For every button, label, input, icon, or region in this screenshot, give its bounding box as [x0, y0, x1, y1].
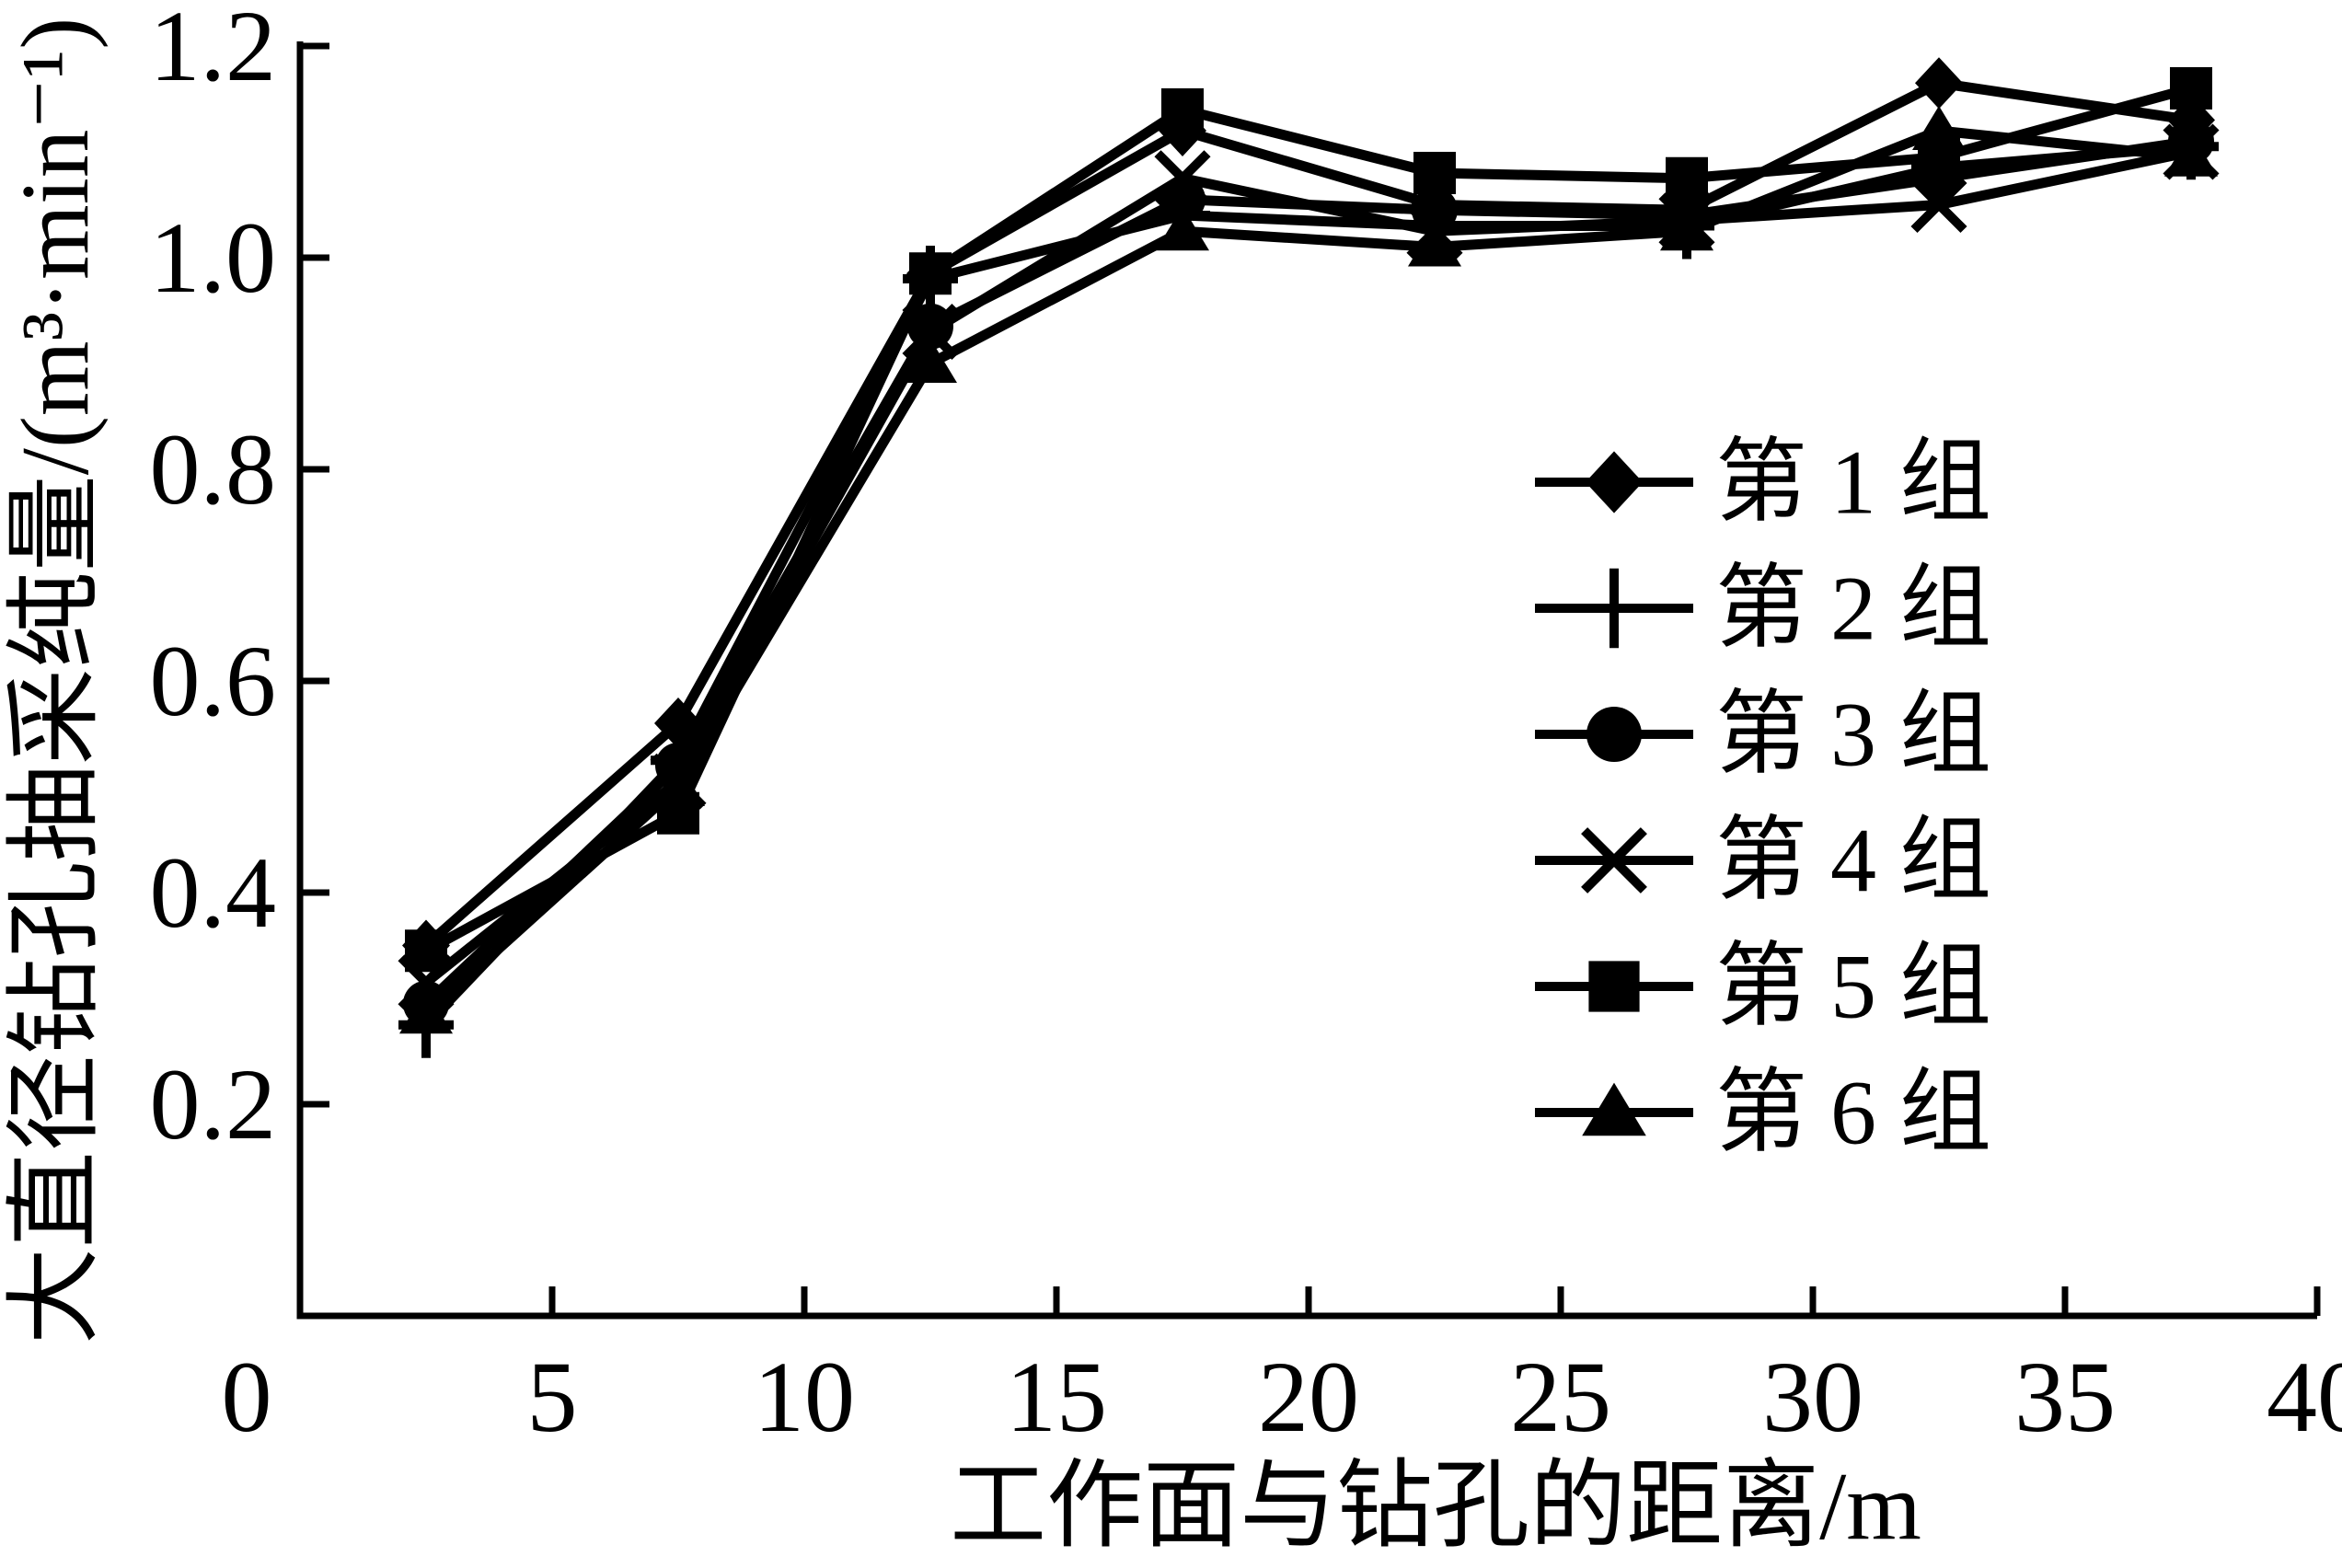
- legend-item-1-diamond-marker: [1585, 451, 1644, 513]
- legend-item-2-plus-marker: [1581, 568, 1647, 649]
- x-tick-label-40: 40: [2267, 1341, 2342, 1453]
- legend-item-3-label: 第 3 组: [1715, 684, 1991, 786]
- legend-item-4-cross-marker: [1581, 827, 1647, 894]
- series-5-square-marker: [909, 252, 952, 295]
- series-6-triangle-marker: [399, 989, 453, 1034]
- y-tick-label-1.0: 1.0: [150, 202, 277, 314]
- series-6-triangle-marker: [904, 339, 957, 383]
- series-6-line: [422, 125, 2192, 1019]
- x-tick-label-25: 25: [1510, 1341, 1611, 1453]
- legend-item-1-label: 第 1 组: [1715, 432, 1991, 534]
- series-1-diamond-marker: [654, 698, 702, 749]
- legend-item-5-square-marker: [1588, 961, 1640, 1012]
- x-tick-label-20: 20: [1258, 1341, 1359, 1453]
- series-2-line: [422, 141, 2192, 1029]
- x-tick-label-35: 35: [2014, 1341, 2116, 1453]
- legend-item-3-circle-marker: [1586, 707, 1642, 762]
- x-tick-label-10: 10: [754, 1341, 855, 1453]
- series-6-triangle-marker: [1408, 222, 1461, 267]
- y-tick-label-1.2: 1.2: [150, 0, 277, 102]
- series-5-square-marker: [405, 929, 447, 973]
- series-1-diamond-marker: [1915, 57, 1963, 110]
- x-tick-label-30: 30: [1762, 1341, 1863, 1453]
- legend-item-6-triangle-marker: [1582, 1082, 1646, 1136]
- x-axis-title: 工作面与钻孔的距离/m: [950, 1452, 1921, 1560]
- series-4-cross-marker: [1910, 176, 1967, 234]
- series-4-cross-marker: [1154, 150, 1211, 207]
- series-5-square-marker: [1413, 152, 1456, 194]
- series-6-triangle-marker: [2164, 132, 2218, 177]
- series-5-square-marker: [2170, 67, 2212, 110]
- y-tick-label-0.6: 0.6: [150, 625, 277, 737]
- legend-item-5-label: 第 5 组: [1715, 936, 1991, 1038]
- legend-item-4-label: 第 4 组: [1715, 810, 1991, 912]
- x-tick-label-0: 0: [222, 1341, 272, 1453]
- legend-item-2-label: 第 2 组: [1715, 558, 1991, 660]
- x-tick-label-15: 15: [1006, 1341, 1107, 1453]
- series-6-triangle-marker: [652, 762, 705, 806]
- series-5-square-marker: [1666, 156, 1708, 200]
- series-1-line: [422, 77, 2192, 950]
- y-tick-label-0.2: 0.2: [150, 1048, 277, 1160]
- series-6-triangle-marker: [1660, 206, 1713, 251]
- series-6-triangle-marker: [1156, 206, 1209, 251]
- axes-frame: [296, 41, 2317, 1320]
- series-5-square-marker: [1161, 88, 1204, 131]
- series-4-cross-marker: [902, 303, 959, 361]
- series-6-triangle-marker: [1912, 106, 1966, 150]
- legend-item-6-label: 第 6 组: [1715, 1062, 1991, 1164]
- y-tick-label-0.4: 0.4: [150, 836, 277, 949]
- y-tick-label-0.8: 0.8: [150, 413, 277, 525]
- y-axis-title: 大直径钻孔抽采纯量/(m³·min⁻¹): [1, 17, 109, 1344]
- x-tick-label-5: 5: [527, 1341, 578, 1453]
